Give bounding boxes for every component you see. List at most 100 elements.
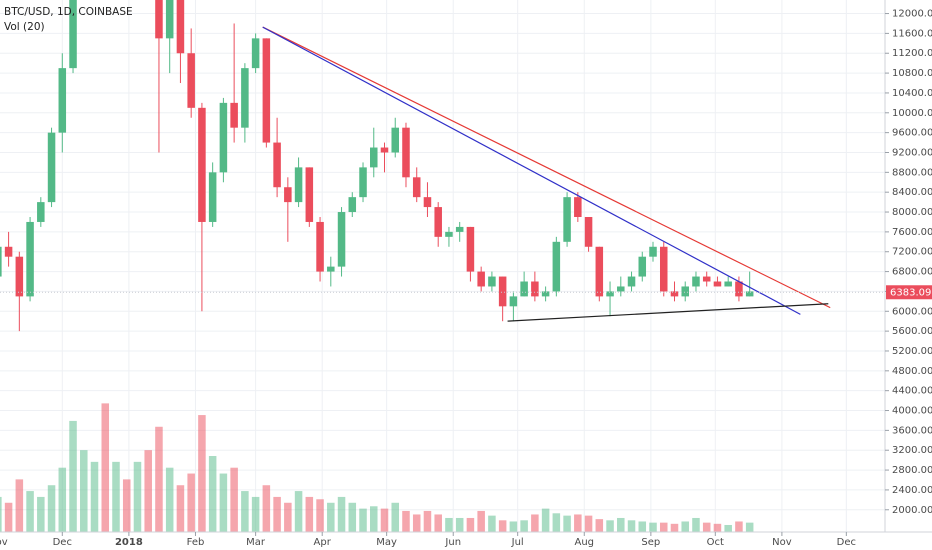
y-tick-label: 5200.00 [892,346,932,357]
volume-bar [15,479,24,532]
candle-body [412,177,421,198]
volume-bar [659,522,668,532]
volume-bar [359,508,367,532]
candle-body [294,167,303,203]
volume-bar [466,517,475,532]
volume-bar [305,496,314,532]
candle-body [638,256,647,277]
candle-body [423,197,432,208]
volume-bar [735,521,743,532]
y-tick-label: 10800.00 [892,68,932,79]
volume-bar [412,514,421,532]
volume-bar [208,456,217,532]
candle-body [316,221,324,272]
candle-body [262,38,271,143]
candle-body [370,147,378,168]
volume-bar [0,496,2,532]
last-price-box [886,285,932,300]
x-tick-label: Dec [837,537,856,548]
volume-bar [402,510,410,532]
x-tick-label: Jun [444,537,461,548]
candle-body [251,38,260,69]
candle-body [208,172,217,222]
volume-bar [144,450,152,532]
candle-body [681,286,689,297]
symbol-title: BTC/USD, 1D, COINBASE [4,6,133,18]
candle-body [488,276,496,287]
volume-layer [0,403,754,532]
candle-body [273,142,281,188]
candle-body [584,216,593,247]
candle-body [337,212,346,267]
candle-body [627,276,636,287]
candle-body [692,276,700,287]
candle-body [402,127,410,178]
volume-bar [617,517,625,532]
candle-body [380,147,389,153]
volume-bar [380,508,389,532]
volume-bar [681,521,689,532]
candle-body [230,102,238,128]
y-tick-label: 2800.00 [892,465,932,476]
candle-body [305,167,314,222]
y-tick-label: 3600.00 [892,425,932,436]
last-price-label: 6383.09 [890,287,931,298]
volume-bar [745,522,754,532]
volume-bar [80,450,88,532]
candle-body [58,68,67,133]
candle-body [187,53,195,108]
candle-body [724,281,732,287]
candle-body [241,68,249,128]
volume-bar [198,415,206,532]
y-tick-label: 12000.00 [892,9,932,20]
candle-body [531,281,539,297]
volume-bar [58,467,67,532]
volume-bar [90,461,99,532]
volume-bar [112,461,120,532]
volume-bar [423,510,432,532]
candle-body [670,291,679,297]
y-tick-label: 4400.00 [892,386,932,397]
volume-bar [713,523,722,532]
candle-body [735,281,743,297]
volume-bar [606,520,614,532]
x-tick-label: Apr [314,537,332,548]
volume-bar [122,479,131,532]
volume-bar [702,522,711,532]
candle-body [455,226,464,232]
candle-body [198,107,206,222]
y-tick-label: 3200.00 [892,445,932,456]
volume-bar [552,513,561,532]
y-tick-label: 8000.00 [892,207,932,218]
candle-body [477,271,485,287]
candle-body [391,127,400,153]
volume-bar [541,508,550,532]
x-tick-label: Aug [575,537,595,548]
volume-bar [638,521,647,532]
candle-body [327,266,335,272]
candle-body [595,246,604,297]
candle-body [47,132,56,203]
candle-body [155,0,163,39]
volume-bar [37,496,45,532]
y-tick-label: 9600.00 [892,128,932,139]
candle-body [26,221,34,297]
candle-body [466,226,475,272]
candle-body [176,0,185,54]
volume-bar [241,491,249,532]
candle-body [498,276,507,307]
volume-bar [316,499,324,532]
y-tick-label: 5600.00 [892,326,932,337]
volume-bar [187,473,195,532]
volume-bar [595,519,604,532]
trend-line [507,303,829,322]
candle-body [445,231,453,237]
candle-body [434,207,442,237]
axes: 2000.00 2400.00 2800.00 3200.00 3600.00 4000.… [0,9,932,548]
plot-area [0,0,885,332]
y-tick-label: 7200.00 [892,247,932,258]
volume-bar [488,515,496,532]
volume-bar [337,496,346,532]
volume-bar [498,520,507,532]
